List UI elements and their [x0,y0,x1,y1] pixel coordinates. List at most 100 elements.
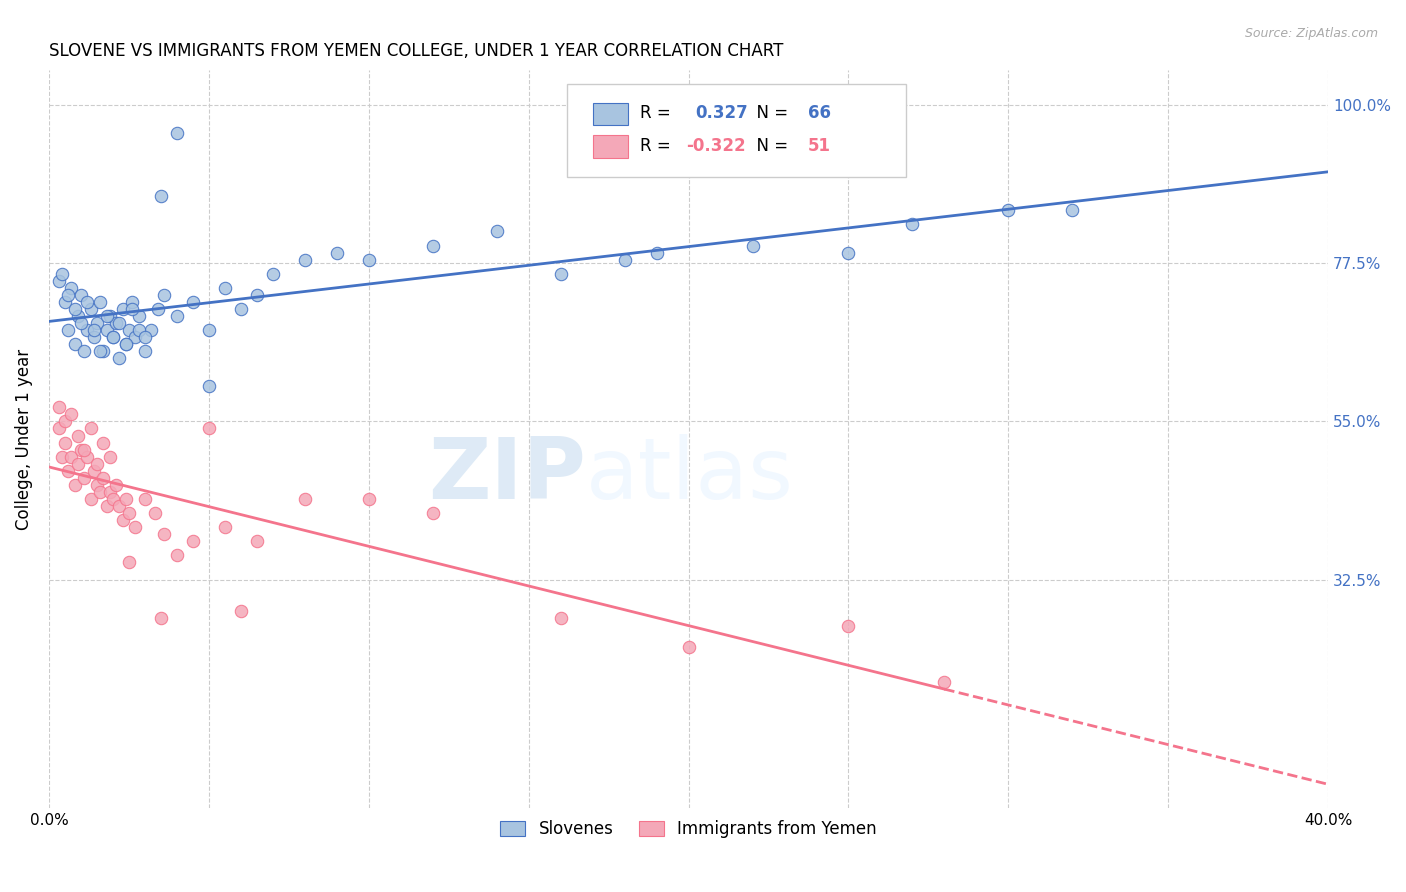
Point [128,323,150,337]
Point [1062,203,1084,218]
Point [214,520,236,534]
FancyBboxPatch shape [592,136,628,158]
Point [63,301,86,316]
Point [121,301,143,316]
Text: N =: N = [747,104,793,122]
Point [181,294,204,309]
Point [143,506,166,520]
Point [96,499,118,513]
Point [89,294,111,309]
FancyBboxPatch shape [592,103,628,125]
Point [837,245,859,260]
Point [60,408,83,422]
Point [101,491,124,506]
Point [83,464,105,478]
Point [60,450,83,464]
Point [141,323,163,337]
Point [262,267,284,281]
Point [86,477,108,491]
Point [134,330,156,344]
Point [246,534,269,549]
Point [83,323,105,337]
Point [550,267,572,281]
Point [48,421,70,435]
Point [111,301,134,316]
Point [166,126,188,140]
Point [128,309,150,323]
Point [76,294,98,309]
Point [70,316,93,330]
Point [198,323,221,337]
Legend: Slovenes, Immigrants from Yemen: Slovenes, Immigrants from Yemen [494,814,883,845]
FancyBboxPatch shape [567,85,905,177]
Point [60,281,83,295]
Text: 66: 66 [807,104,831,122]
Point [294,491,316,506]
Point [73,442,96,457]
Point [149,611,172,625]
Point [422,506,444,520]
Point [121,294,143,309]
Point [114,491,136,506]
Point [86,457,108,471]
Point [124,330,146,344]
Point [934,674,956,689]
Point [294,252,316,267]
Point [108,316,131,330]
Text: atlas: atlas [586,434,794,517]
Point [91,471,114,485]
Point [901,218,924,232]
Point [48,274,70,288]
Point [70,442,93,457]
Point [105,316,128,330]
Point [357,252,380,267]
Point [166,309,188,323]
Point [79,491,101,506]
Text: SLOVENE VS IMMIGRANTS FROM YEMEN COLLEGE, UNDER 1 YEAR CORRELATION CHART: SLOVENE VS IMMIGRANTS FROM YEMEN COLLEGE… [49,42,783,60]
Point [76,450,98,464]
Point [79,301,101,316]
Point [153,527,176,541]
Point [66,309,89,323]
Point [83,330,105,344]
Point [51,450,73,464]
Point [118,555,141,569]
Text: R =: R = [640,136,676,154]
Point [66,457,89,471]
Y-axis label: College, Under 1 year: College, Under 1 year [15,349,32,530]
Text: 0.327: 0.327 [695,104,748,122]
Text: N =: N = [747,136,793,154]
Point [118,506,141,520]
Point [63,477,86,491]
Point [89,344,111,359]
Point [422,238,444,252]
Point [741,238,763,252]
Point [56,287,79,301]
Point [53,435,76,450]
Point [105,477,128,491]
Point [73,471,96,485]
Point [98,450,121,464]
Point [837,618,859,632]
Point [91,435,114,450]
Point [108,499,131,513]
Point [76,323,98,337]
Point [124,520,146,534]
Point [485,225,508,239]
Point [114,337,136,351]
Point [53,294,76,309]
Point [214,281,236,295]
Point [98,484,121,499]
Point [96,323,118,337]
Point [229,604,252,618]
Point [134,491,156,506]
Point [63,337,86,351]
Text: ZIP: ZIP [429,434,586,517]
Text: 51: 51 [807,136,831,154]
Point [229,301,252,316]
Point [357,491,380,506]
Point [198,421,221,435]
Point [51,267,73,281]
Point [98,309,121,323]
Point [166,548,188,562]
